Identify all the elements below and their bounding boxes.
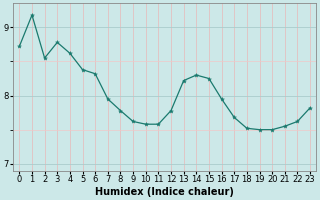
X-axis label: Humidex (Indice chaleur): Humidex (Indice chaleur)	[95, 187, 234, 197]
